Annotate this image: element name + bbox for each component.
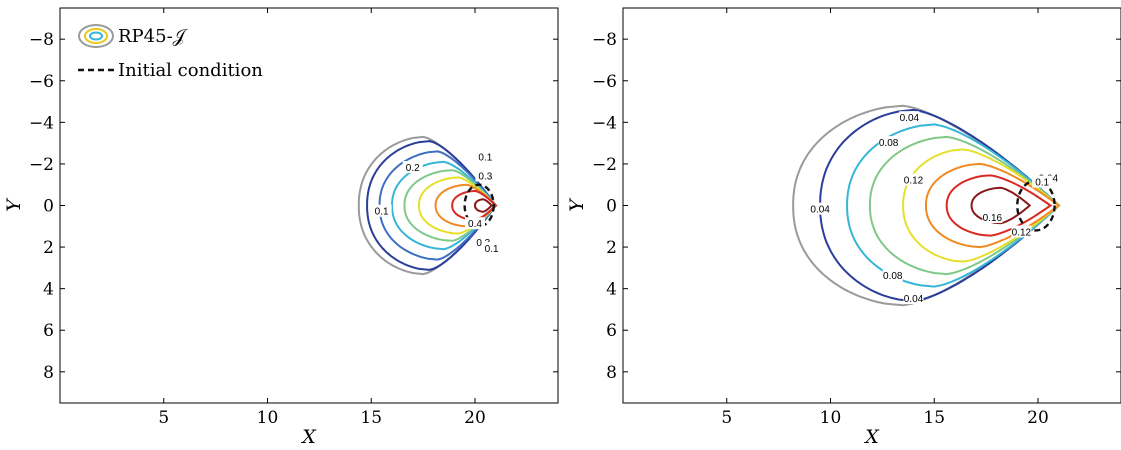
panel-2: 0.040.080.120.040.160.120.080.040.040.15… <box>566 7 1121 448</box>
contour-label: 0.2 <box>406 163 420 174</box>
contour-label-bg <box>903 292 924 305</box>
y-tick-label: 4 <box>43 280 54 300</box>
legend: RP45-𝒥 Initial condition <box>78 24 263 81</box>
y-tick-label: −4 <box>29 113 54 133</box>
y-tick-label: −4 <box>592 113 617 133</box>
y-tick-label: 8 <box>43 363 54 383</box>
y-axis-label: Y <box>566 197 588 212</box>
contour-label-bg <box>481 242 502 255</box>
contour-label: 0.1 <box>478 153 492 164</box>
contour-line-0_14 <box>945 174 1053 237</box>
legend-contour-icon-core <box>89 31 103 41</box>
contour-label-bg <box>982 210 1003 223</box>
contour-label-bg <box>1032 175 1053 188</box>
y-tick-label: 0 <box>606 197 617 217</box>
y-tick-label: 4 <box>606 280 617 300</box>
y-tick-label: 6 <box>606 321 617 341</box>
contour-label-bg <box>475 150 496 163</box>
y-tick-label: −2 <box>592 155 617 175</box>
y-tick-label: 0 <box>43 197 54 217</box>
contour-label-bg <box>1011 225 1032 238</box>
y-tick-label: −2 <box>29 155 54 175</box>
legend-entry-rp45: RP45-𝒥 <box>118 26 188 47</box>
y-tick-label: −6 <box>592 72 617 92</box>
contour-label: 0.1 <box>1035 178 1049 189</box>
plot-area: 0.040.080.120.040.160.120.080.040.040.1 <box>792 104 1061 307</box>
legend-entry-initial-condition: Initial condition <box>118 60 263 81</box>
contour-line-0_04 <box>819 108 1061 303</box>
contour-label-bg <box>810 202 831 215</box>
x-tick-label: 20 <box>464 408 486 428</box>
contour-label: 0.1 <box>375 207 389 218</box>
axes-box <box>622 7 1121 404</box>
contour-label-bg <box>465 217 485 230</box>
contour-label-bg <box>899 111 920 124</box>
y-tick-label: −8 <box>29 30 54 50</box>
y-tick-label: −6 <box>29 72 54 92</box>
contour-label: 0.04 <box>904 294 924 305</box>
contour-label: 0.3 <box>478 171 492 182</box>
contour-label: 0.04 <box>900 113 920 124</box>
x-tick-label: 10 <box>257 408 279 428</box>
contour-label-bg <box>903 173 924 186</box>
y-tick-label: 2 <box>43 238 54 258</box>
contour-label: 0.1 <box>485 244 499 255</box>
legend-contour-icon-inner <box>84 28 108 44</box>
plot-area: 0.10.20.10.30.40.30.1 <box>357 135 502 276</box>
x-tick-label: 5 <box>158 408 169 428</box>
contour-label-bg <box>475 169 496 182</box>
x-tick-label: 15 <box>923 408 945 428</box>
contour-label-bg <box>882 269 903 282</box>
contour-label: 0.04 <box>810 205 830 216</box>
contour-line-0_15 <box>378 150 498 261</box>
contour-label: 0.12 <box>904 176 924 187</box>
contour-label-bg <box>371 204 392 217</box>
panel-1: 0.10.20.10.30.40.30.15101520−8−6−4−20246… <box>3 7 559 448</box>
y-tick-label: 2 <box>606 238 617 258</box>
contour-label-bg <box>878 136 899 149</box>
contour-line-0_06 <box>846 123 1061 288</box>
y-tick-label: 6 <box>43 321 54 341</box>
contour-label-bg <box>402 161 423 174</box>
x-tick-label: 10 <box>820 408 842 428</box>
x-tick-label: 5 <box>721 408 732 428</box>
x-tick-label: 20 <box>1027 408 1049 428</box>
y-axis-label: Y <box>3 197 25 212</box>
x-axis-label: X <box>863 426 880 448</box>
y-tick-label: 8 <box>606 363 617 383</box>
x-tick-label: 15 <box>360 408 382 428</box>
initial-condition-contour <box>463 183 495 228</box>
contour-label: 0.16 <box>983 213 1003 224</box>
contour-line-0_45 <box>474 198 494 213</box>
contour-label: 0.4 <box>468 219 482 230</box>
x-axis-label: X <box>300 426 317 448</box>
contour-line-0_12 <box>925 162 1061 249</box>
contour-line-0_16 <box>970 186 1032 225</box>
y-tick-label: −8 <box>592 30 617 50</box>
contour-label: 0.08 <box>883 271 903 282</box>
legend-contour-icon <box>78 24 114 48</box>
contour-label: 0.08 <box>879 138 899 149</box>
contour-label: 0.12 <box>1012 228 1032 239</box>
